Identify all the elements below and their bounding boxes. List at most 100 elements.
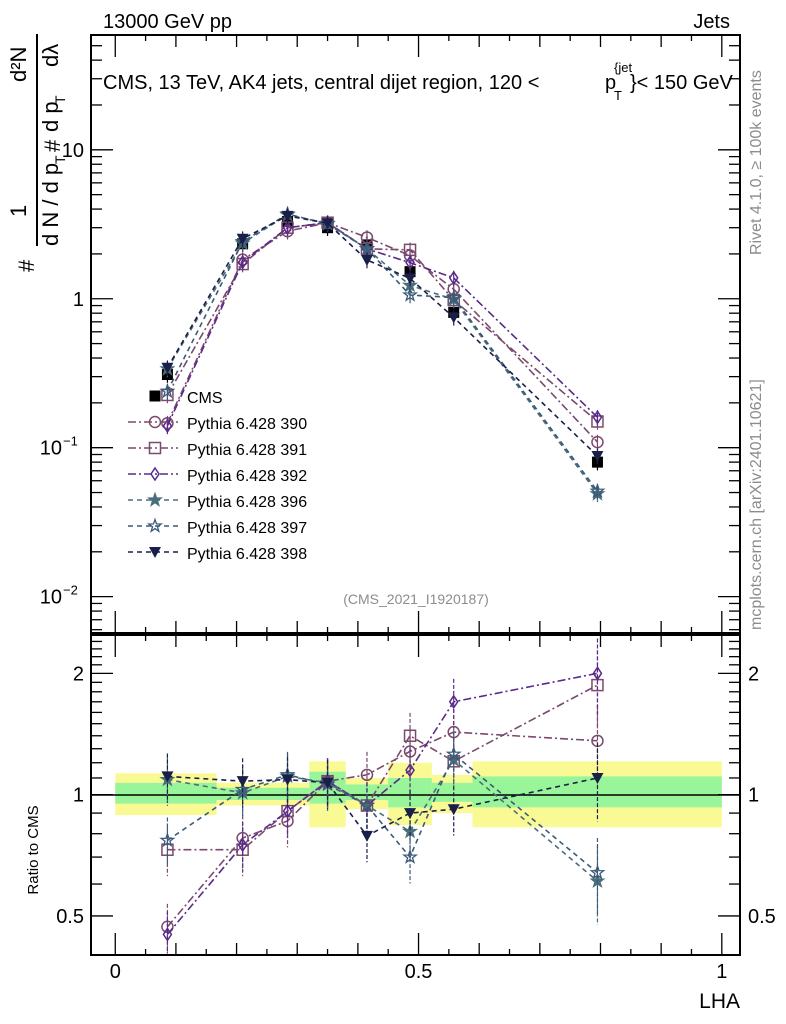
legend-marker bbox=[148, 415, 162, 429]
ylabel-dlambda: dλ bbox=[38, 44, 63, 67]
x-axis-label: LHA bbox=[699, 990, 740, 1013]
legend-marker bbox=[148, 441, 162, 455]
ratio-point bbox=[402, 848, 419, 864]
ratio-point bbox=[447, 804, 460, 816]
series-pythia-6-428-392 bbox=[162, 215, 603, 435]
ratio-x-ticks: 0 0.5 1 bbox=[110, 635, 727, 983]
stat-uncertainty-band bbox=[115, 782, 217, 804]
legend-marker bbox=[149, 390, 161, 402]
ylabel-denominator: d N / d p bbox=[38, 163, 63, 246]
data-point bbox=[447, 312, 460, 324]
ylabel-hash: # bbox=[14, 259, 39, 272]
ratio-line bbox=[167, 775, 598, 837]
ratio-plot-panel: 0.5 0.5 1 1 2 2 0 0.5 1 bbox=[56, 634, 776, 983]
ratio-point bbox=[589, 864, 606, 880]
series-line bbox=[166, 213, 599, 492]
main-plot-frame bbox=[90, 34, 741, 634]
plot-title-sup: {jet bbox=[614, 60, 632, 75]
legend-entry: Pythia 6.428 396 bbox=[128, 491, 307, 511]
series-line bbox=[166, 221, 599, 443]
legend-marker bbox=[146, 517, 164, 533]
legend-marker bbox=[150, 466, 160, 482]
legend-label: Pythia 6.428 396 bbox=[187, 494, 307, 511]
ratio-series-group bbox=[159, 638, 606, 955]
data-point bbox=[589, 482, 606, 499]
y-tick-exponent: −1 bbox=[63, 434, 78, 449]
legend-entry: Pythia 6.428 391 bbox=[128, 441, 307, 459]
ylabel-sub2: T bbox=[52, 95, 68, 104]
ratio-point bbox=[321, 777, 334, 789]
ratio-point bbox=[360, 768, 374, 782]
series-line bbox=[166, 221, 599, 427]
ylabel-one: 1 bbox=[6, 205, 31, 217]
ratio-series-pythia-6-428-398 bbox=[161, 743, 604, 863]
header-energy-label: 13000 GeV pp bbox=[103, 11, 232, 33]
mcplots-source-label: mcplots.cern.ch [arXiv:2401.10621] bbox=[748, 379, 765, 630]
x-tick-label: 1 bbox=[716, 961, 727, 983]
legend-marker bbox=[146, 491, 164, 507]
legend-marker bbox=[149, 547, 161, 558]
ratio-point bbox=[360, 830, 373, 842]
data-point bbox=[402, 286, 419, 302]
data-point bbox=[282, 220, 293, 236]
data-point bbox=[159, 382, 176, 399]
ylabel-sub1: T bbox=[52, 155, 68, 164]
ratio-y-tick-label: 1 bbox=[73, 785, 84, 807]
ratio-line bbox=[167, 758, 599, 882]
data-point bbox=[405, 255, 415, 270]
ratio-point bbox=[448, 694, 459, 710]
ratio-point bbox=[162, 927, 173, 942]
y-tick-label: 10 bbox=[40, 438, 62, 460]
ratio-point bbox=[159, 831, 176, 848]
analysis-id-annotation: (CMS_2021_I1920187) bbox=[343, 591, 489, 607]
main-y-axis-label: # 1 d N / d p T # d²N d p T dλ bbox=[6, 34, 68, 272]
legend-label: Pythia 6.428 391 bbox=[187, 442, 307, 459]
data-point bbox=[591, 450, 604, 462]
legend-label: Pythia 6.428 398 bbox=[187, 546, 307, 563]
data-point bbox=[161, 362, 174, 374]
plot-title-sub: T bbox=[614, 88, 622, 103]
ratio-y-tick-label: 0.5 bbox=[56, 906, 84, 928]
y-tick-label: 1 bbox=[73, 289, 84, 311]
ylabel-d2n: d²N bbox=[6, 47, 31, 82]
data-point bbox=[321, 218, 334, 230]
series-pythia-6-428-398 bbox=[161, 208, 604, 465]
main-series-group bbox=[159, 205, 606, 503]
ratio-point bbox=[237, 837, 248, 853]
legend-entry: CMS bbox=[149, 390, 223, 407]
legend-label: Pythia 6.428 397 bbox=[187, 520, 307, 537]
ratio-y-tick-label-right: 0.5 bbox=[748, 906, 776, 928]
rivet-version-label: Rivet 4.1.0, ≥ 100k events bbox=[748, 70, 765, 255]
ratio-point bbox=[281, 774, 294, 786]
plot-title-text: CMS, 13 TeV, AK4 jets, central dijet reg… bbox=[103, 72, 539, 94]
ratio-point bbox=[282, 803, 293, 819]
x-tick-label: 0.5 bbox=[405, 961, 433, 983]
legend-entry: Pythia 6.428 390 bbox=[128, 415, 307, 433]
ylabel-dpt: d p bbox=[38, 101, 63, 132]
data-point bbox=[281, 210, 294, 222]
legend-entry: Pythia 6.428 397 bbox=[128, 517, 307, 537]
ratio-y-tick-label: 2 bbox=[73, 663, 84, 685]
data-point bbox=[592, 409, 603, 425]
y-tick-label: 10 bbox=[62, 140, 84, 162]
series-line bbox=[166, 215, 599, 457]
ylabel-hash2: # bbox=[40, 139, 65, 152]
legend-entry: Pythia 6.428 392 bbox=[128, 466, 307, 485]
stat-uncertainty-band bbox=[431, 782, 473, 802]
legend-entry: Pythia 6.428 398 bbox=[128, 546, 307, 563]
legend-label: Pythia 6.428 392 bbox=[187, 468, 307, 485]
plot-title: CMS, 13 TeV, AK4 jets, central dijet reg… bbox=[103, 60, 734, 103]
ratio-point bbox=[403, 729, 417, 743]
ratio-point bbox=[592, 665, 603, 681]
data-point bbox=[591, 435, 604, 449]
legend-label: CMS bbox=[187, 390, 223, 407]
ratio-line bbox=[166, 672, 598, 935]
data-point bbox=[162, 418, 173, 434]
ratio-line bbox=[166, 752, 599, 874]
ratio-point bbox=[445, 745, 462, 762]
ratio-line bbox=[166, 731, 598, 928]
ratio-y-tick-label-right: 2 bbox=[748, 663, 759, 685]
ratio-point bbox=[405, 762, 415, 778]
